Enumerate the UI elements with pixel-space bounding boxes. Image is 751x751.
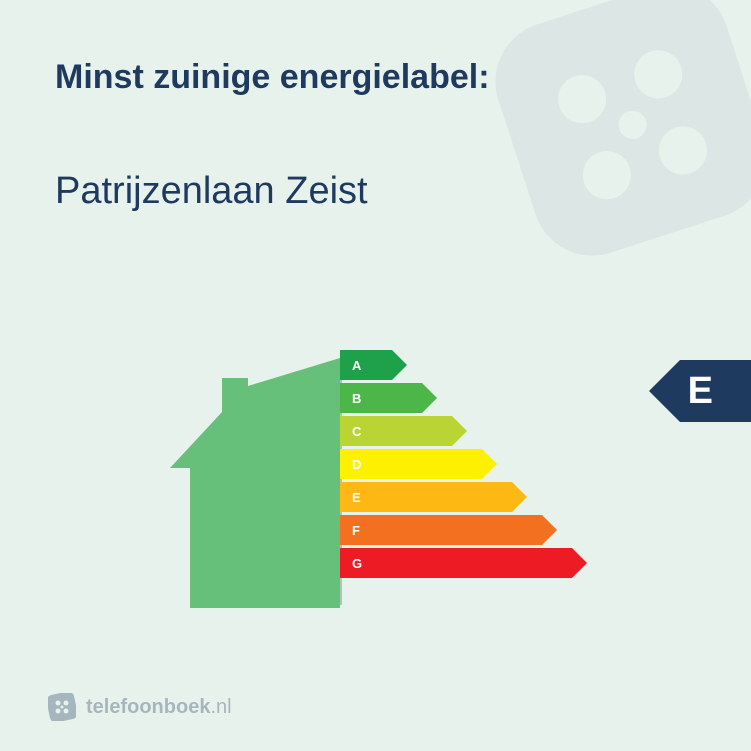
watermark-icon — [451, 0, 751, 300]
badge-arrow — [649, 360, 680, 422]
location-subtitle: Patrijzenlaan Zeist — [55, 170, 368, 213]
brand-icon — [48, 693, 76, 721]
energy-bar-e: E — [340, 482, 587, 512]
footer-brand: telefoonboek .nl — [48, 693, 232, 721]
energy-bar-g: G — [340, 548, 587, 578]
bar-label: G — [352, 556, 362, 571]
house-icon — [170, 358, 340, 608]
badge-body: E — [680, 360, 751, 422]
energy-bars: A B C D E F G — [340, 350, 587, 581]
page-title: Minst zuinige energielabel: — [55, 58, 490, 97]
bar-label: E — [352, 490, 361, 505]
energy-label-chart: A B C D E F G — [170, 350, 590, 620]
energy-bar-c: C — [340, 416, 587, 446]
energy-bar-a: A — [340, 350, 587, 380]
rating-badge: E — [649, 360, 751, 422]
energy-bar-f: F — [340, 515, 587, 545]
bar-label: D — [352, 457, 361, 472]
bar-label: C — [352, 424, 361, 439]
energy-bar-d: D — [340, 449, 587, 479]
energy-bar-b: B — [340, 383, 587, 413]
bar-label: A — [352, 358, 361, 373]
brand-name-bold: telefoonboek — [86, 696, 210, 719]
brand-name-tld: .nl — [210, 696, 231, 719]
bar-label: F — [352, 523, 360, 538]
badge-letter: E — [688, 370, 713, 413]
bar-label: B — [352, 391, 361, 406]
